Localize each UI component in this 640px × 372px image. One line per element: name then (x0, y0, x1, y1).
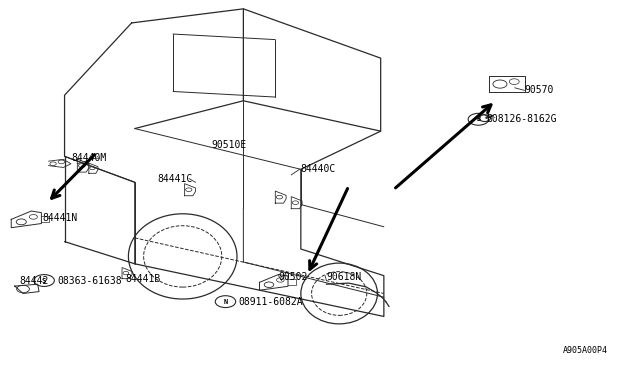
Text: 84441N: 84441N (42, 212, 77, 222)
Text: A905A00P4: A905A00P4 (563, 346, 607, 355)
Text: 84440C: 84440C (301, 164, 336, 174)
Text: 84440M: 84440M (71, 153, 106, 163)
Text: 90570: 90570 (524, 85, 554, 94)
Text: 08911-6082A: 08911-6082A (238, 296, 303, 307)
Text: 90618N: 90618N (326, 272, 362, 282)
Text: S: S (42, 278, 46, 283)
Text: B08126-8162G: B08126-8162G (486, 114, 557, 124)
Text: 84441B: 84441B (125, 274, 161, 284)
Text: 84442: 84442 (20, 276, 49, 285)
Text: 84441C: 84441C (157, 174, 193, 184)
Text: N: N (223, 299, 228, 305)
Text: 08363-61638: 08363-61638 (57, 276, 122, 285)
Text: B: B (476, 116, 481, 122)
Text: 90510E: 90510E (211, 140, 246, 150)
Text: 90502: 90502 (278, 272, 308, 282)
